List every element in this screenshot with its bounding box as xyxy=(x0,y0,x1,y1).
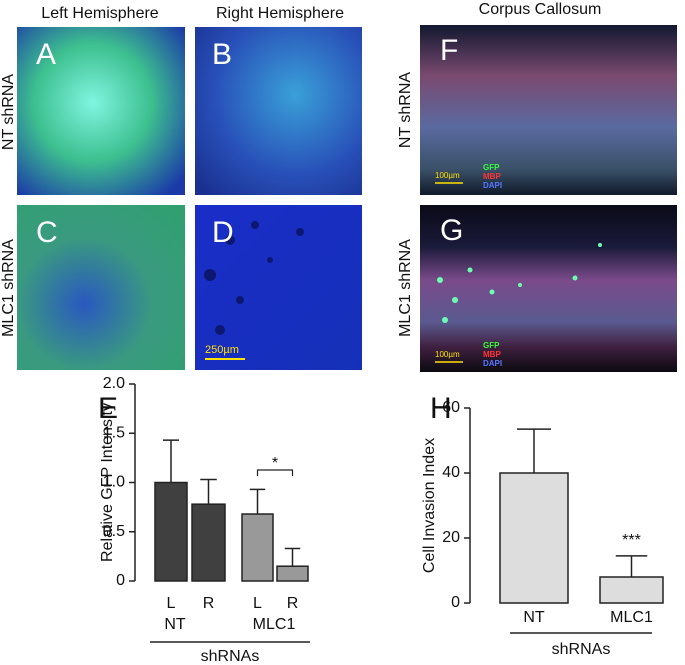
column-title: Left Hemisphere xyxy=(41,5,158,22)
dark-spots xyxy=(204,221,304,335)
stain-legend: MBP xyxy=(483,172,501,181)
panel-letter: B xyxy=(212,38,232,71)
micrograph xyxy=(420,205,677,372)
x-tick-label: R xyxy=(203,595,215,612)
bar xyxy=(191,503,226,582)
stain-legend: MBP xyxy=(483,350,501,359)
bar xyxy=(499,472,569,604)
panel-letter: F xyxy=(440,34,458,67)
y-tick-label: 2.0 xyxy=(103,375,125,392)
significance-bracket xyxy=(256,469,294,476)
chart-letter: H xyxy=(430,392,452,425)
gfp-cells xyxy=(437,243,602,323)
scale-bar-label: 100µm xyxy=(435,350,460,359)
x-axis-label: shRNAs xyxy=(201,648,260,665)
chart-letter: E xyxy=(98,392,118,425)
y-tick-label: 40 xyxy=(442,464,460,481)
x-tick-label: MLC1 xyxy=(610,609,653,626)
micrograph xyxy=(420,25,677,195)
row-label: NT shRNA xyxy=(0,74,17,150)
row-label: MLC1 shRNA xyxy=(397,239,414,337)
x-axis-label: shRNAs xyxy=(552,641,611,658)
micrograph xyxy=(17,205,185,370)
scale-bar-label: 250µm xyxy=(205,344,239,356)
micrograph xyxy=(195,27,362,195)
bar xyxy=(154,481,188,582)
group-label: NT xyxy=(164,616,186,633)
y-tick-label: 0.5 xyxy=(103,523,125,540)
column-title: Corpus Callosum xyxy=(479,1,602,18)
stain-legend: DAPI xyxy=(483,359,502,368)
y-axis-label: Cell Invasion Index xyxy=(421,438,438,573)
stain-legend: GFP xyxy=(483,163,500,172)
panel-letter: C xyxy=(36,216,58,249)
y-tick-label: 1.5 xyxy=(103,424,125,441)
micrograph xyxy=(195,205,362,370)
bar xyxy=(599,576,664,604)
micrograph xyxy=(17,27,185,195)
significance: * xyxy=(272,455,278,472)
stain-legend: GFP xyxy=(483,341,500,350)
y-tick-label: 1.0 xyxy=(103,474,125,491)
stain-legend: DAPI xyxy=(483,181,502,190)
y-tick-label: 0 xyxy=(116,572,125,589)
x-tick-label: NT xyxy=(523,609,545,626)
scale-bar-label: 100µm xyxy=(435,171,460,180)
y-tick-label: 0 xyxy=(451,594,460,611)
row-label: NT shRNA xyxy=(397,72,414,148)
y-tick-label: 20 xyxy=(442,529,460,546)
panel-letter: A xyxy=(36,38,56,71)
bar xyxy=(276,565,309,582)
x-tick-label: L xyxy=(167,595,176,612)
y-axis-label: Relative GFP Intensity xyxy=(99,403,116,562)
row-label: MLC1 shRNA xyxy=(0,239,17,337)
panel-letter: G xyxy=(440,214,463,247)
group-label: MLC1 xyxy=(253,616,296,633)
bar xyxy=(241,513,274,582)
x-tick-label: L xyxy=(253,595,262,612)
panel-letter: D xyxy=(212,216,234,249)
significance: *** xyxy=(622,532,641,549)
y-tick-label: 60 xyxy=(442,399,460,416)
x-tick-label: R xyxy=(287,595,299,612)
column-title: Right Hemisphere xyxy=(216,5,344,22)
